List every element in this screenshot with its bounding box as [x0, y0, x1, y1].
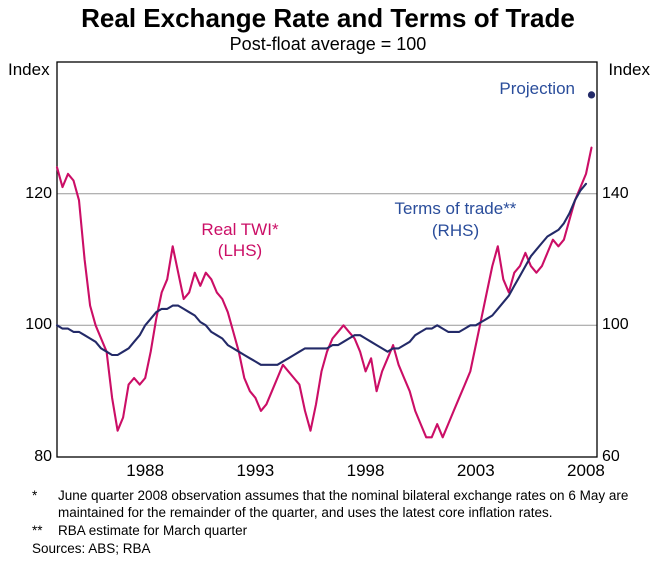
right-axis-tick-label: 140 — [602, 184, 629, 202]
x-axis-tick-label: 1998 — [346, 461, 385, 480]
left-axis-tick-label: 80 — [34, 448, 52, 465]
series-line-terms-of-trade — [55, 182, 588, 366]
footnote-2-marker: ** — [32, 523, 43, 538]
x-axis-tick-label: 1993 — [236, 461, 275, 480]
chart-title: Real Exchange Rate and Terms of Trade — [81, 3, 575, 33]
left-axis-tick-label: 100 — [25, 316, 52, 334]
series-label-real-twi: Real TWI* — [201, 220, 279, 239]
footnote-1: * June quarter 2008 observation assumes … — [32, 487, 632, 521]
footnote-2-text: RBA estimate for March quarter — [58, 523, 248, 538]
projection-label: Projection — [499, 79, 575, 98]
left-axis-unit-label: Index — [8, 60, 50, 79]
right-axis-tick-label: 60 — [602, 448, 620, 465]
chart-subtitle: Post-float average = 100 — [229, 34, 427, 54]
series-line-real-twi — [55, 146, 593, 439]
plot-frame — [56, 61, 598, 458]
series-label-real-twi-axis: (LHS) — [217, 241, 263, 260]
footnotes: * June quarter 2008 observation assumes … — [32, 487, 632, 556]
left-axis-tick-label: 120 — [25, 184, 52, 202]
sources-line: Sources: ABS; RBA — [32, 541, 151, 556]
footnote-2: ** RBA estimate for March quarter — [32, 522, 632, 539]
x-axis-tick-label: 2008 — [567, 461, 605, 480]
x-axis-tick-label: 1988 — [126, 461, 165, 480]
projection-dot — [587, 91, 596, 99]
right-axis-unit-label: Index — [608, 60, 650, 79]
series-label-terms-of-trade: Terms of trade** — [394, 199, 517, 218]
footnote-1-text: June quarter 2008 observation assumes th… — [58, 488, 629, 520]
footnote-1-marker: * — [32, 488, 38, 503]
series-label-terms-of-trade-axis: (RHS) — [431, 221, 480, 240]
right-axis-tick-label: 100 — [602, 316, 629, 334]
x-axis-tick-label: 2003 — [456, 461, 495, 480]
